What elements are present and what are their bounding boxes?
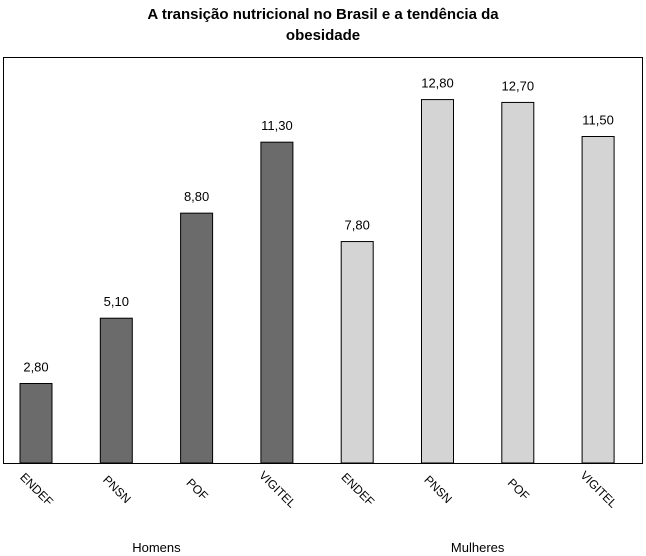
bar [501,101,535,464]
bar [421,99,454,464]
chart-title: A transição nutricional no Brasil e a te… [147,6,499,44]
x-tick-label: PNSN [100,473,133,506]
value-label: 11,50 [582,112,614,127]
bar [99,317,133,464]
bar [19,383,53,464]
x-tick-label: PNSN [421,473,454,506]
x-tick-label: VIGITEL [256,468,299,511]
bar [340,241,374,464]
value-label: 12,70 [502,78,535,93]
group-label: Mulheres [451,540,505,555]
value-label: 5,10 [104,294,129,309]
x-tick-label: POF [184,476,211,503]
x-tick-label: POF [505,476,532,503]
x-tick-label: VIGITEL [577,468,620,511]
plot-frame [3,57,643,464]
value-label: 12,80 [421,76,454,91]
bar [260,141,294,464]
value-label: 2,80 [23,360,48,375]
value-label: 11,30 [261,118,293,133]
bar [581,135,615,464]
x-tick-label: ENDEF [338,470,377,509]
group-label: Homens [132,540,181,555]
value-label: 8,80 [184,189,209,204]
x-tick-label: ENDEF [17,470,56,509]
bar [180,212,214,464]
value-label: 7,80 [345,218,370,233]
